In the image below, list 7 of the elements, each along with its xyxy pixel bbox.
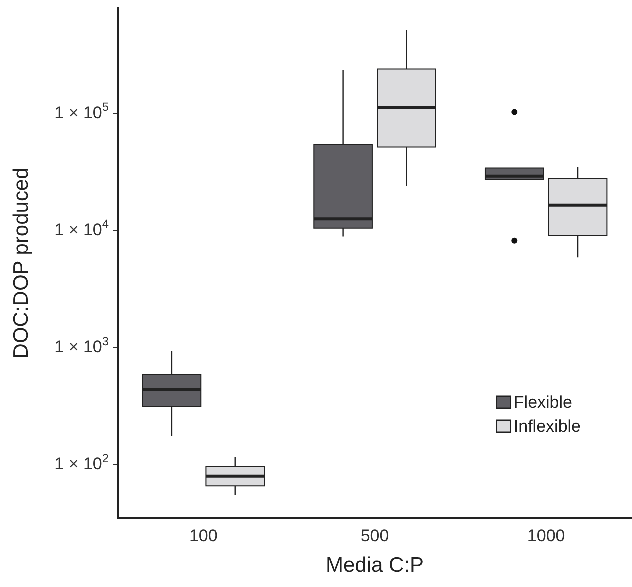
legend-label: Inflexible (514, 417, 582, 436)
legend-label: Flexible (514, 393, 572, 412)
x-tick-label: 500 (360, 526, 390, 546)
y-axis-title: DOC:DOP produced (10, 168, 33, 359)
x-tick-label: 100 (189, 526, 218, 546)
x-tick-label: 1000 (527, 526, 566, 546)
x-axis-title: Media C:P (326, 554, 424, 578)
